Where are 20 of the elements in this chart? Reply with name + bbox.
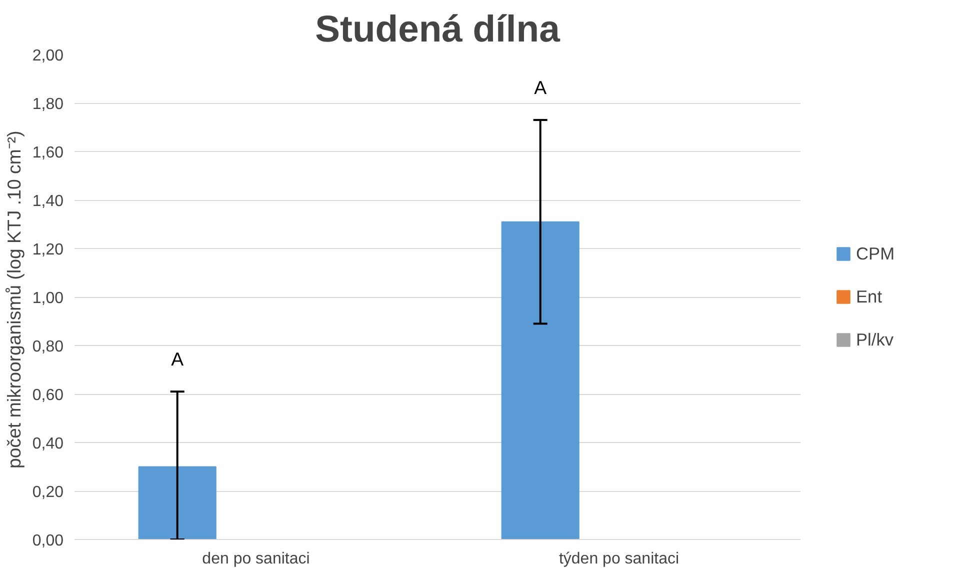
- y-tick-label: 0,40: [32, 436, 64, 452]
- y-tick-label: 0,60: [32, 387, 64, 404]
- y-tick-label: 1,60: [32, 144, 64, 162]
- y-axis-title: počet mikroorganismů (log KTJ .10 cm⁻²): [3, 130, 24, 468]
- y-tick-label: 1,80: [32, 96, 64, 113]
- x-tick-label: týden po sanitaci: [558, 550, 680, 568]
- chart-title: Studená dílna: [315, 8, 560, 50]
- legend-label: CPM: [856, 243, 895, 264]
- y-tick-label: 0,20: [32, 484, 64, 501]
- y-tick-label: 1,00: [32, 290, 64, 307]
- y-tick-label: 0,80: [32, 338, 64, 356]
- y-tick-label: 2,00: [32, 48, 64, 64]
- annotation: A: [171, 348, 184, 370]
- annotation: A: [534, 76, 548, 98]
- x-tick-label: den po sanitaci: [202, 550, 310, 568]
- legend-label: Pl/kv: [856, 329, 894, 350]
- y-tick-label: 1,20: [32, 242, 64, 258]
- legend-label: Ent: [856, 286, 882, 307]
- y-tick-label: 0,00: [32, 532, 64, 550]
- y-tick-label: 1,40: [32, 193, 64, 210]
